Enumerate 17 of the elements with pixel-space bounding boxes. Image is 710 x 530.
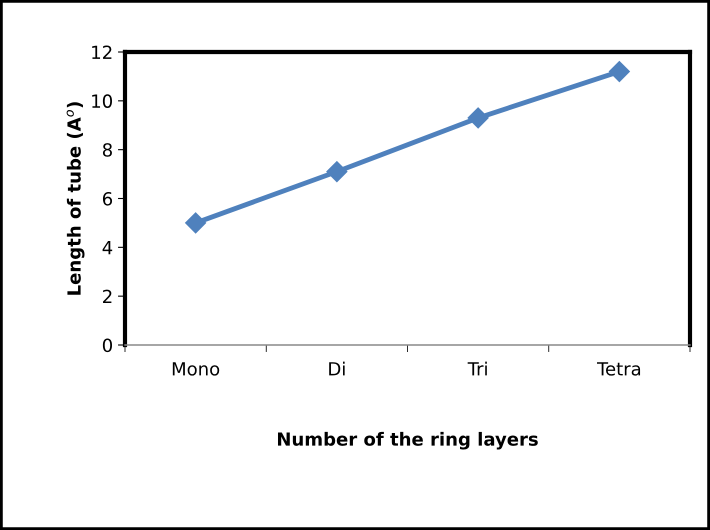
y-tick-label: 8 — [102, 143, 112, 157]
y-tick-label: 4 — [102, 241, 112, 254]
point — [608, 61, 630, 82]
y-tick-label: 2 — [103, 290, 112, 304]
y-tick-label: 0 — [102, 338, 112, 352]
x-axis-title: Number of the ring layers — [278, 432, 538, 450]
x-tick-label: Tetra — [597, 362, 640, 376]
y-tick-label: 10 — [92, 94, 112, 108]
point — [326, 161, 348, 182]
y-tick-label: 12 — [92, 45, 112, 59]
x-tick-label: Mono — [172, 362, 220, 376]
y-tick-label: 6 — [102, 192, 112, 206]
x-tick-label: Tri — [468, 362, 487, 376]
y-axis-title: Length of tube (A$^{o}$) — [66, 102, 84, 295]
point — [468, 107, 489, 128]
x-tick-label: Di — [329, 362, 345, 376]
point — [185, 212, 206, 234]
